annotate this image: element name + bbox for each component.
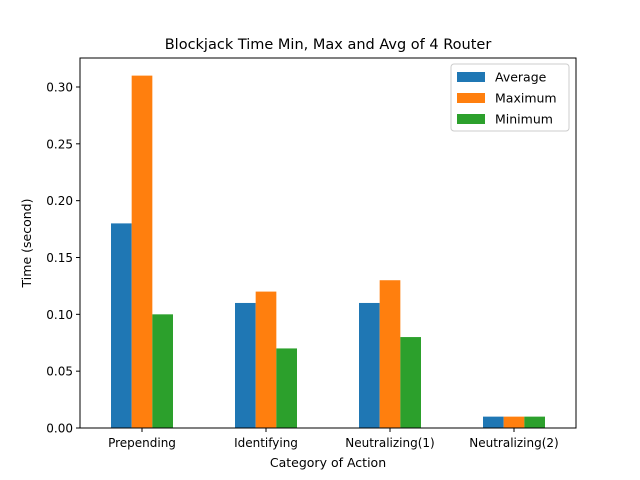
bar-minimum-4 xyxy=(524,416,545,428)
x-tick-label: Neutralizing(1) xyxy=(345,436,434,450)
bar-average-4 xyxy=(483,416,504,428)
chart-title: Blockjack Time Min, Max and Avg of 4 Rou… xyxy=(165,37,492,53)
legend-swatch-average xyxy=(457,72,485,82)
x-axis-ticks: Prepending Identifying Neutralizing(1) Neut… xyxy=(108,428,559,450)
x-tick-label: Identifying xyxy=(234,436,298,450)
bar-maximum-2 xyxy=(255,291,277,428)
y-tick-label: 0.30 xyxy=(46,80,73,94)
y-tick-label: 0.15 xyxy=(46,251,73,265)
legend-label-minimum: Minimum xyxy=(495,112,553,127)
bar-average-2 xyxy=(235,302,256,428)
y-tick-label: 0.25 xyxy=(46,137,73,151)
bar-average-3 xyxy=(359,302,380,428)
bar-average-1 xyxy=(111,223,132,428)
bars-group xyxy=(111,75,545,429)
legend-label-maximum: Maximum xyxy=(495,91,557,106)
legend-swatch-minimum xyxy=(457,114,485,124)
x-tick-label: Prepending xyxy=(108,436,176,450)
y-tick-label: 0.05 xyxy=(46,365,73,379)
y-tick-label: 0.20 xyxy=(46,194,73,208)
legend-swatch-maximum xyxy=(457,93,485,103)
y-axis-label: Time (second) xyxy=(19,199,34,289)
y-tick-label: 0.10 xyxy=(46,308,73,322)
x-axis-label: Category of Action xyxy=(270,455,386,470)
bar-maximum-4 xyxy=(503,416,525,428)
bar-maximum-3 xyxy=(379,280,401,428)
bar-minimum-2 xyxy=(276,348,297,428)
y-axis-ticks: 0.00 0.05 0.10 0.15 0.20 0.25 0.30 xyxy=(46,80,80,436)
legend-label-average: Average xyxy=(495,70,547,85)
x-tick-label: Neutralizing(2) xyxy=(469,436,558,450)
bar-minimum-1 xyxy=(152,314,173,428)
bar-maximum-1 xyxy=(131,75,153,429)
y-tick-label: 0.00 xyxy=(46,422,73,436)
plot-frame xyxy=(79,57,577,429)
bar-minimum-3 xyxy=(400,337,421,428)
legend: Average Maximum Minimum xyxy=(450,63,570,132)
